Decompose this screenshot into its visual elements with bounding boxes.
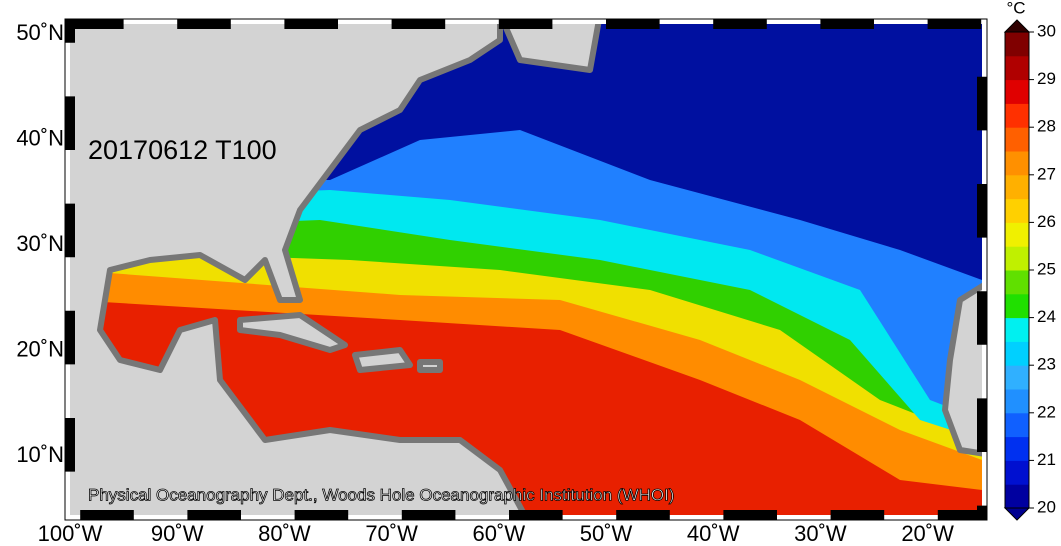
cuba: [237, 312, 348, 353]
colorbar-tick-label: 27: [1037, 164, 1056, 183]
x-tick-label: 80˚W: [258, 521, 311, 546]
colorbar-band: [1005, 293, 1029, 319]
hispaniola: [352, 347, 413, 373]
colorbar-band: [1005, 484, 1029, 509]
colorbar-unit: °C: [1006, 0, 1025, 17]
x-tick-label: 30˚W: [794, 521, 847, 546]
colorbar-band: [1005, 412, 1029, 438]
africa: [942, 282, 982, 457]
y-tick-label: 30˚N: [16, 231, 64, 256]
colorbar-band: [1005, 103, 1029, 128]
x-tick-label: 50˚W: [580, 521, 633, 546]
colorbar-tick-label: 29: [1037, 69, 1056, 88]
colorbar-band: [1005, 317, 1029, 342]
land: [70, 24, 982, 515]
colorbar-tick-label: 23: [1037, 355, 1056, 374]
colorbar-band: [1005, 246, 1029, 271]
colorbar-band: [1005, 151, 1029, 176]
colorbar-tick-label: 22: [1037, 402, 1056, 421]
y-tick-label: 50˚N: [16, 20, 64, 45]
colorbar-band: [1005, 198, 1029, 223]
colorbar-tick-label: 30: [1037, 21, 1056, 40]
north-america: [70, 24, 528, 515]
credit: Physical Oceanography Dept., Woods Hole …: [88, 485, 674, 504]
date-label: 20170612 T100: [88, 135, 277, 165]
colorbar-band: [1005, 32, 1029, 57]
colorbar-tick-label: 21: [1037, 450, 1056, 469]
x-tick-label: 60˚W: [473, 521, 526, 546]
colorbar-tick-label: 24: [1037, 307, 1056, 326]
map-area: [70, 24, 982, 515]
colorbar-band: [1005, 55, 1029, 81]
x-tick-label: 90˚W: [151, 521, 204, 546]
y-tick-label: 10˚N: [16, 442, 64, 467]
colorbar-band: [1005, 341, 1029, 366]
colorbar-band: [1005, 460, 1029, 485]
colorbar-band: [1005, 79, 1029, 104]
colorbar-band: [1005, 174, 1029, 200]
puerto-rico: [417, 359, 443, 373]
colorbar-band: [1005, 270, 1029, 295]
x-tick-label: 20˚W: [901, 521, 954, 546]
colorbar-tick-label: 20: [1037, 497, 1056, 516]
colorbar-band: [1005, 389, 1029, 414]
colorbar-band: [1005, 127, 1029, 152]
frame-checker: [65, 19, 987, 520]
colorbar-tick-label: 25: [1037, 259, 1056, 278]
colorbar-under: [1003, 507, 1031, 521]
colorbar-band: [1005, 365, 1029, 390]
y-tick-label: 20˚N: [16, 336, 64, 361]
colorbar-band: [1005, 436, 1029, 461]
colorbar-tick-label: 26: [1037, 212, 1056, 231]
colorbar-over: [1003, 19, 1031, 33]
frame: [64, 18, 988, 521]
x-tick-label: 40˚W: [687, 521, 740, 546]
colorbar-band: [1005, 222, 1029, 247]
newfoundland: [501, 24, 602, 73]
y-tick-label: 40˚N: [16, 125, 64, 150]
x-tick-label: 100˚W: [38, 521, 103, 546]
colorbar-tick-label: 28: [1037, 117, 1056, 136]
x-tick-label: 70˚W: [365, 521, 418, 546]
